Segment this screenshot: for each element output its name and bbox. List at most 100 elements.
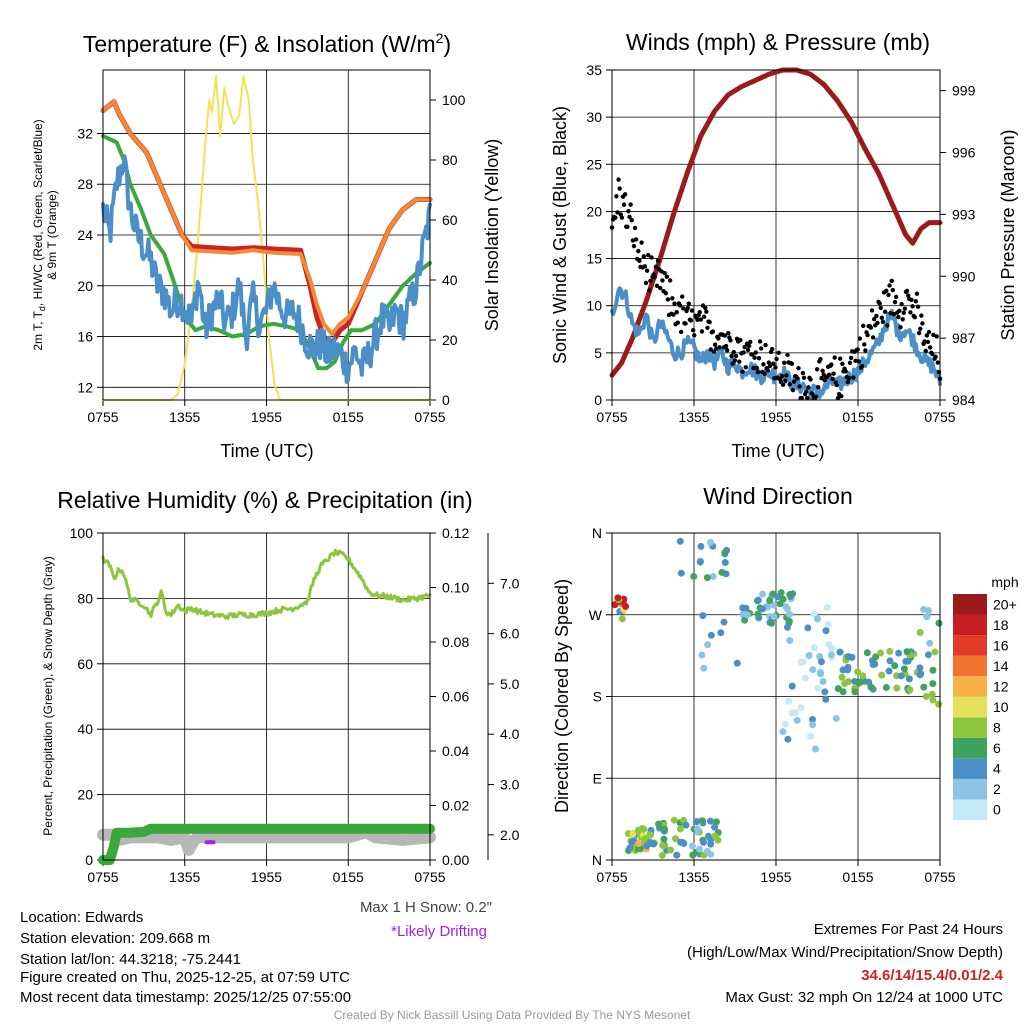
winds-gust-point: [800, 370, 806, 376]
winds-gust-point: [930, 351, 935, 357]
wdir-ytick-label: W: [589, 607, 603, 623]
winds-gust-point: [615, 210, 620, 215]
winds-gust-point: [810, 392, 815, 397]
station-info: Location: Edwards Station elevation: 209…: [20, 909, 351, 1006]
temp-xtick-label: 0155: [333, 409, 364, 425]
wind-direction-point: [711, 832, 719, 840]
winds-gust-point: [771, 361, 776, 366]
winds-gust-point: [805, 395, 810, 401]
winds-gust-point: [859, 364, 865, 369]
winds-gust-point: [672, 301, 677, 306]
winds-gust-point: [714, 346, 719, 351]
winds-gust-point: [660, 278, 665, 283]
winds-gust-point: [806, 385, 811, 390]
winds-gust-point: [916, 330, 922, 336]
wind-direction-point: [931, 648, 939, 656]
insolation-y2tick-label: 40: [442, 272, 458, 288]
temp-series-9m-t: [101, 99, 432, 336]
wind-direction-point: [904, 657, 912, 665]
winds-gust-point: [663, 291, 668, 296]
winds-gust-point: [905, 293, 911, 298]
winds-gust-point: [879, 315, 885, 321]
winds-gust-point: [892, 299, 898, 305]
winds-gust-point: [737, 359, 742, 364]
winds-gust-point: [633, 237, 639, 242]
insolation-y2tick-label: 60: [442, 212, 458, 228]
winds-gust-point: [773, 365, 778, 370]
temp-ytick-label: 16: [77, 329, 93, 345]
wind-direction-point: [635, 826, 643, 834]
winds-gust-point: [723, 343, 729, 349]
winds-gust-point: [753, 350, 758, 355]
wdir-xtick-label: 1955: [760, 869, 791, 885]
wind-direction-title: Wind Direction: [703, 483, 853, 509]
winds-gust-point: [701, 314, 707, 319]
winds-gust-point: [934, 334, 939, 339]
temperature-ylabel-line2: & 9m T (Orange): [45, 190, 59, 280]
winds-gust-point: [746, 343, 752, 349]
legend-swatch: [953, 717, 987, 738]
wind-direction-point: [801, 674, 809, 682]
winds-gust-point: [857, 336, 863, 341]
winds-gust-point: [754, 365, 760, 371]
legend-swatch: [953, 696, 987, 718]
wind-direction-point: [770, 613, 778, 621]
wind-direction-point: [661, 825, 669, 833]
temperature-panel: Temperature (F) & Insolation (W/m2) 2m T…: [31, 30, 502, 461]
drifting-note: *Likely Drifting: [391, 923, 487, 940]
winds-gust-point: [670, 296, 675, 301]
winds-gust-point: [622, 192, 628, 197]
winds-gust-point: [740, 369, 745, 374]
wind-direction-point: [900, 665, 908, 673]
rh-ytick-label: 20: [77, 787, 93, 803]
wdir-ytick-label: E: [593, 770, 602, 786]
winds-gust-point: [846, 375, 852, 381]
wind-direction-point: [659, 842, 667, 850]
wind-direction-point: [717, 629, 725, 637]
winds-gust-point: [751, 365, 756, 371]
wind-direction-point: [741, 616, 749, 624]
winds-gust-point: [685, 305, 690, 311]
wind-direction-point: [697, 542, 705, 550]
winds-gust-point: [699, 329, 705, 334]
winds-gust-point: [834, 382, 840, 388]
winds-gust-point: [769, 346, 775, 352]
winds-gust-point: [920, 321, 925, 326]
winds-gust-point: [613, 215, 618, 220]
rh-xtick-label: 0155: [333, 869, 364, 885]
wind-direction-point: [807, 732, 815, 740]
wind-direction-point: [646, 831, 654, 839]
wind-direction-point: [845, 653, 853, 661]
winds-gust-point: [898, 324, 903, 330]
winds-gust-point: [901, 310, 906, 315]
legend-label: 6: [993, 740, 1001, 756]
temp-xtick-label: 1355: [169, 409, 200, 425]
wind-direction-point: [692, 818, 700, 826]
pressure-y2tick-label: 984: [952, 392, 976, 408]
wind-direction-point: [785, 697, 793, 705]
wind-direction-point: [739, 604, 747, 612]
temp-ytick-label: 12: [77, 379, 93, 395]
winds-gust-point: [861, 323, 866, 329]
wind-direction-point: [707, 850, 715, 858]
wind-direction-point: [655, 820, 663, 828]
wind-direction-point: [929, 680, 937, 688]
legend-label: 20+: [993, 596, 1017, 612]
winds-gust-point: [915, 304, 921, 309]
winds-gust-point: [919, 313, 924, 318]
wind-direction-point: [611, 601, 619, 609]
wind-direction-point: [869, 661, 877, 669]
wind-direction-point: [677, 569, 685, 577]
snow-ytick-label: 3.0: [500, 777, 520, 793]
winds-gust-point: [632, 225, 638, 231]
winds-gust-point: [813, 394, 819, 399]
winds-gust-point: [935, 360, 941, 365]
wind-direction-point: [834, 685, 842, 693]
winds-gust-point: [689, 308, 695, 313]
elevation-text: Station elevation: 209.668 m: [20, 930, 210, 947]
wind-direction-point: [779, 728, 787, 736]
temp-ytick-label: 20: [77, 278, 93, 294]
wind-direction-point: [838, 673, 846, 681]
temp-xtick-label: 0755: [87, 409, 118, 425]
winds-gust-point: [688, 318, 694, 323]
